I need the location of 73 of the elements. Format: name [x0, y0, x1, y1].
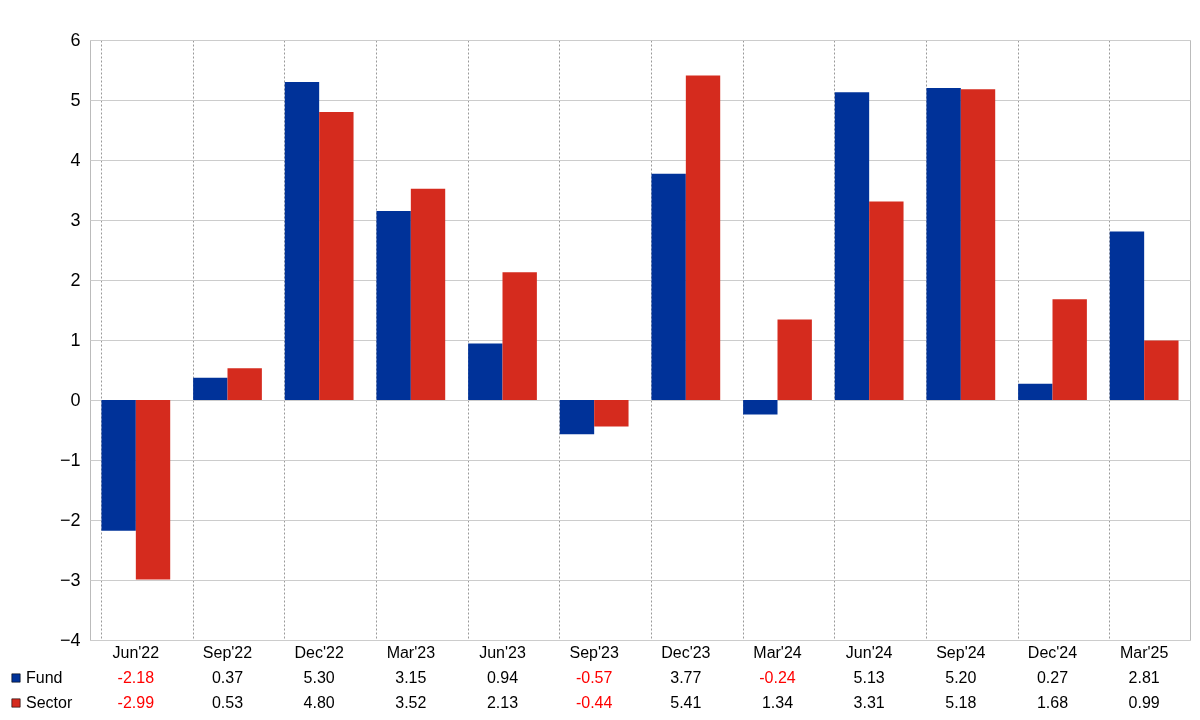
bar	[502, 272, 537, 400]
data-label: 3.77	[670, 669, 702, 686]
data-label: 4.80	[303, 694, 335, 711]
bar	[284, 82, 320, 400]
x-tick-label: Jun'24	[845, 643, 893, 661]
y-tick-label: 5	[70, 89, 81, 110]
data-label: 0.27	[1036, 669, 1069, 686]
legend-label: Sector	[26, 694, 73, 711]
data-label: 1.68	[1036, 694, 1069, 711]
y-tick-label: 6	[70, 29, 81, 50]
data-label: 3.15	[395, 669, 427, 686]
bar	[651, 173, 686, 400]
data-label: -0.57	[575, 669, 613, 686]
x-tick-label: Sep'23	[569, 643, 619, 661]
y-tick-label: −3	[59, 569, 81, 590]
bar	[834, 92, 870, 400]
bar	[1018, 383, 1053, 400]
data-label: 2.81	[1128, 669, 1160, 686]
data-label: 3.31	[853, 694, 885, 711]
y-tick-label: 2	[70, 269, 81, 290]
bar	[743, 400, 778, 415]
data-label: 5.30	[303, 669, 335, 686]
x-tick-label: Dec'23	[661, 643, 711, 661]
bar	[1144, 340, 1179, 400]
data-label: -0.24	[759, 669, 796, 686]
y-tick-label: −2	[59, 509, 81, 530]
x-tick-label: Mar'23	[386, 643, 436, 661]
bar	[594, 400, 629, 427]
data-label: 0.94	[486, 669, 519, 686]
x-tick-label: Dec'22	[294, 643, 344, 661]
x-tick-label: Jun'22	[112, 643, 160, 661]
x-tick-label: Mar'25	[1119, 643, 1169, 661]
bar	[135, 400, 171, 580]
data-label: 5.18	[945, 694, 977, 711]
x-tick-label: Dec'24	[1027, 643, 1078, 661]
data-label: 0.53	[211, 694, 244, 711]
data-label: 0.99	[1128, 694, 1160, 711]
legend-label: Fund	[26, 669, 63, 686]
bar	[227, 368, 262, 400]
data-label: -2.99	[117, 694, 155, 711]
y-tick-label: 0	[70, 389, 81, 410]
y-tick-label: 1	[70, 329, 81, 350]
bar	[1109, 231, 1145, 400]
data-label: 5.41	[670, 694, 702, 711]
bar	[685, 75, 721, 400]
data-label: 5.13	[853, 669, 885, 686]
data-label: 2.13	[486, 694, 519, 711]
data-label: 5.20	[945, 669, 977, 686]
data-label: 0.37	[211, 669, 244, 686]
bar	[410, 188, 446, 400]
data-label: 3.52	[395, 694, 427, 711]
y-tick-label: 4	[70, 149, 81, 170]
data-label: 1.34	[761, 694, 794, 711]
x-tick-label: Mar'24	[753, 643, 802, 661]
data-label: -2.18	[117, 669, 155, 686]
bar	[101, 400, 136, 531]
bar	[960, 89, 996, 400]
bar	[468, 343, 503, 400]
bar	[926, 88, 961, 400]
bar	[319, 112, 354, 400]
x-tick-label: Jun'23	[479, 643, 526, 661]
bar	[1052, 299, 1087, 400]
y-tick-label: 3	[70, 209, 81, 230]
data-label: -0.44	[575, 694, 613, 711]
x-tick-label: Sep'22	[202, 643, 253, 661]
bar	[193, 377, 228, 400]
x-tick-label: Sep'24	[936, 643, 986, 661]
bar	[559, 400, 595, 435]
y-tick-label: −4	[59, 629, 81, 650]
y-tick-label: −1	[59, 449, 81, 470]
bar	[869, 201, 904, 400]
bar	[777, 319, 812, 400]
bar	[376, 211, 411, 400]
